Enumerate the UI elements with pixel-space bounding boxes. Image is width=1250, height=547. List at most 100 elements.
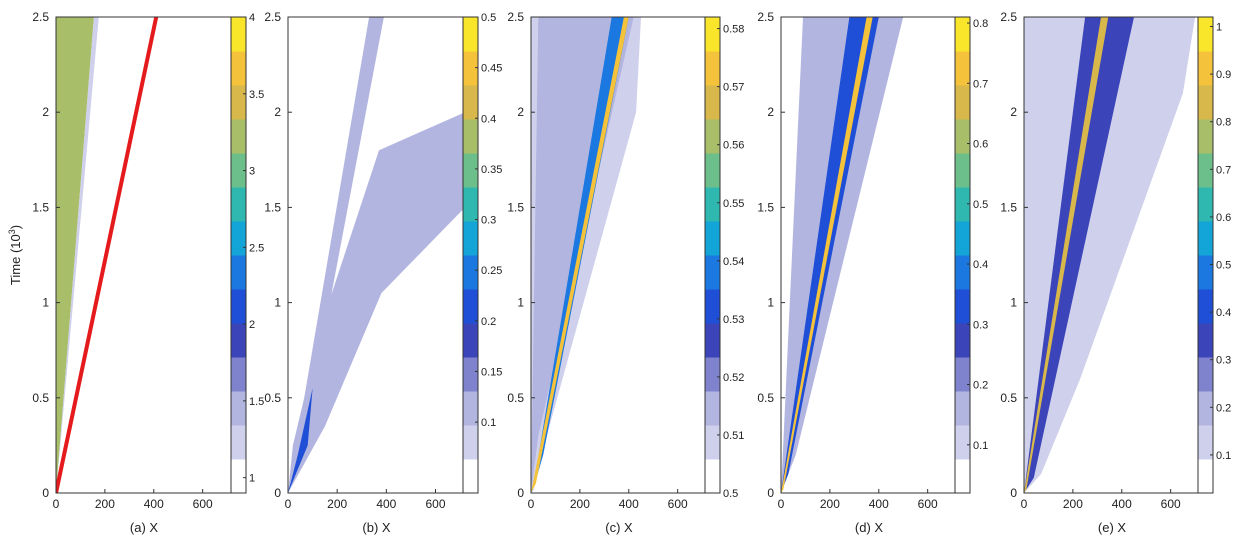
region-wedge-body — [531, 17, 634, 493]
x-tick-label: 400 — [376, 497, 396, 511]
colorbar-segment — [463, 425, 478, 460]
y-tick-label: 1.5 — [264, 200, 281, 214]
x-tick-label: 400 — [144, 497, 164, 511]
x-axis-label: (b) X — [362, 520, 391, 535]
colorbar-segment — [705, 17, 720, 52]
colorbar-tick-label: 0.58 — [723, 24, 744, 36]
x-tick-label: 200 — [327, 497, 347, 511]
colorbar-segment — [955, 153, 970, 188]
colorbar-tick-label: 0.6 — [1216, 212, 1231, 224]
x-tick-label: 0 — [528, 497, 535, 511]
x-axis-label: (e) X — [1098, 520, 1127, 535]
y-tick-label: 0 — [1010, 486, 1017, 500]
colorbar-tick-label: 0.52 — [723, 372, 744, 384]
region-filled-core — [56, 17, 94, 493]
colorbar-segment — [1198, 289, 1213, 324]
y-tick-label: 1.5 — [757, 200, 774, 214]
colorbar-segment — [705, 255, 720, 290]
colorbar-tick-label: 0.9 — [1216, 69, 1231, 81]
colorbar-segment — [231, 221, 246, 256]
heatmap-area — [288, 17, 465, 493]
colorbar-segment — [463, 221, 478, 256]
colorbar-frame — [462, 16, 479, 494]
y-tick-label: 2 — [767, 105, 774, 119]
x-tick-label: 200 — [570, 497, 590, 511]
colorbar-tick-label: 0.1 — [481, 417, 496, 429]
y-tick-label: 2 — [517, 105, 524, 119]
colorbar-tick-label: 2.5 — [249, 242, 264, 254]
colorbar-segment — [955, 459, 970, 494]
y-tick-label: 1 — [767, 296, 774, 310]
x-tick-label: 600 — [918, 497, 938, 511]
colorbar-tick-label: 0.57 — [723, 82, 744, 94]
colorbar: 1 1.5 2 2.5 3 3.5 4 — [230, 12, 264, 494]
x-tick-label: 0 — [778, 497, 785, 511]
colorbar-segment — [955, 255, 970, 290]
y-axis-label-exponent: 3 — [7, 229, 17, 234]
colorbar-tick-label: 0.5 — [973, 199, 988, 211]
y-tick-label: 1.5 — [32, 200, 49, 214]
colorbar-tick-label: 1.5 — [249, 396, 264, 408]
colorbar-segment — [705, 51, 720, 86]
colorbar-segment — [231, 459, 246, 494]
colorbar-segment — [705, 119, 720, 154]
region-front-ridge — [781, 17, 873, 493]
x-tick-label: 0 — [1021, 497, 1028, 511]
colorbar-segment — [955, 323, 970, 358]
colorbar-segment — [463, 187, 478, 222]
colorbar-segment — [231, 187, 246, 222]
colorbar-tick-label: 0.7 — [973, 78, 988, 90]
y-tick-label: 2 — [274, 105, 281, 119]
colorbar-segment — [463, 323, 478, 358]
colorbar-segment — [1198, 459, 1213, 494]
colorbar-segment — [1198, 85, 1213, 120]
red-trajectory-line — [56, 17, 159, 493]
y-tick-label: 2 — [1010, 105, 1017, 119]
colorbar-segment — [1198, 221, 1213, 256]
colorbar-tick-label: 1 — [249, 473, 255, 485]
colorbar-tick-label: 3.5 — [249, 89, 264, 101]
colorbar-segment — [1198, 357, 1213, 392]
colorbar-tick-label: 0.56 — [723, 140, 744, 152]
colorbar-segment — [463, 289, 478, 324]
colorbar-tick-label: 0.3 — [1216, 355, 1231, 367]
colorbar-segment — [955, 119, 970, 154]
y-tick-label: 0.5 — [757, 391, 774, 405]
colorbar-segment — [955, 51, 970, 86]
colorbar-segment — [705, 459, 720, 494]
colorbar-tick-label: 0.6 — [973, 139, 988, 151]
colorbar-segment — [463, 153, 478, 188]
colorbar-tick-label: 0.1 — [973, 440, 988, 452]
region-front-ridge — [531, 17, 629, 493]
colorbar-segment — [1198, 391, 1213, 426]
y-tick-label: 1.5 — [1000, 200, 1017, 214]
colorbar-segment — [955, 85, 970, 120]
colorbar-segment — [1198, 119, 1213, 154]
colorbar-segment — [705, 391, 720, 426]
colorbar-tick-label: 0.4 — [481, 113, 496, 125]
region-lower-band — [288, 112, 465, 493]
x-tick-label: 600 — [1161, 497, 1181, 511]
x-tick-label: 400 — [869, 497, 889, 511]
colorbar-segment — [231, 119, 246, 154]
y-tick-label: 1 — [274, 296, 281, 310]
y-tick-label: 2.5 — [757, 10, 774, 24]
colorbar: 0.1 0.2 0.3 0.4 0.5 0.6 0.7 0.8 0.9 1 — [1197, 16, 1231, 494]
colorbar-tick-label: 0.51 — [723, 430, 744, 442]
y-tick-label: 2.5 — [264, 10, 281, 24]
y-tick-label: 0 — [274, 486, 281, 500]
colorbar-segment — [463, 17, 478, 52]
y-tick-label: 1 — [1010, 296, 1017, 310]
x-tick-label: 200 — [95, 497, 115, 511]
colorbar-segment — [705, 323, 720, 358]
x-tick-label: 0 — [53, 497, 60, 511]
colorbar-segment — [1198, 425, 1213, 460]
colorbar-segment — [1198, 51, 1213, 86]
colorbar-tick-label: 0.54 — [723, 256, 744, 268]
colorbar-segment — [705, 221, 720, 256]
colorbar-segment — [705, 289, 720, 324]
colorbar-segment — [955, 425, 970, 460]
colorbar-segment — [463, 119, 478, 154]
region-wedge-core — [1024, 17, 1134, 493]
